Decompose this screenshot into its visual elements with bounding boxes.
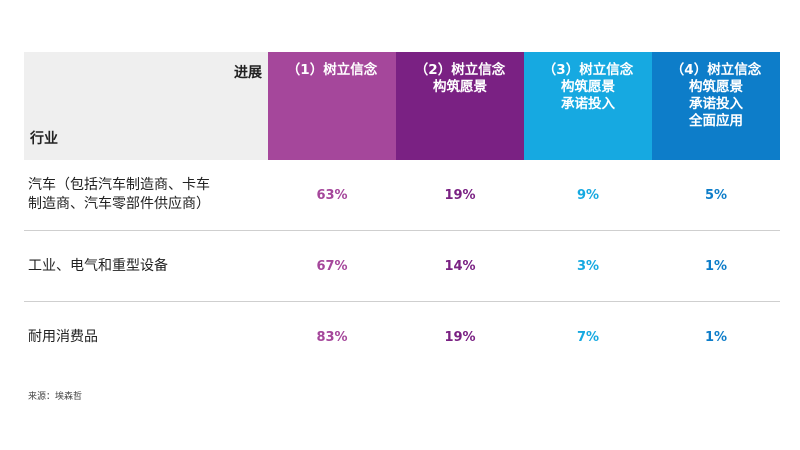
progress-table: 进展 行业 （1）树立信念 （2）树立信念 构筑愿景 （3）树立信念 构筑愿景 …: [24, 52, 780, 373]
table-header: 进展 行业 （1）树立信念 （2）树立信念 构筑愿景 （3）树立信念 构筑愿景 …: [24, 52, 780, 160]
row-label: 汽车（包括汽车制造商、卡车 制造商、汽车零部件供应商）: [28, 177, 210, 212]
industry-axis-label: 行业: [30, 131, 58, 147]
row-label: 耐用消费品: [28, 329, 98, 345]
value-cell: 14%: [444, 258, 476, 274]
stage-header-1: （1）树立信念: [268, 52, 396, 160]
stage-header-4: （4）树立信念 构筑愿景 承诺投入 全面应用: [652, 52, 780, 160]
value-cell: 3%: [576, 258, 600, 274]
table-row-consumer-durables: 耐用消费品 83% 19% 7% 1%: [24, 302, 780, 373]
stage-header-3: （3）树立信念 构筑愿景 承诺投入: [524, 52, 652, 160]
value-cell: 19%: [444, 187, 476, 203]
value-cell: 1%: [704, 258, 728, 274]
value-cell: 63%: [316, 187, 348, 203]
value-cell: 83%: [316, 330, 348, 345]
value-cell: 19%: [444, 330, 476, 345]
stage-header-2: （2）树立信念 构筑愿景: [396, 52, 524, 160]
value-cell: 67%: [316, 258, 348, 274]
value-cell: 7%: [576, 330, 600, 345]
progress-axis-label: 进展: [234, 65, 262, 81]
value-cell: 5%: [704, 187, 728, 203]
table-row-automotive: 汽车（包括汽车制造商、卡车 制造商、汽车零部件供应商） 63% 19% 9% 5…: [24, 160, 780, 231]
corner-header-cell: 进展 行业: [24, 52, 268, 160]
value-cell: 1%: [704, 330, 728, 345]
source-note: 来源：埃森哲: [28, 392, 83, 402]
value-cell: 9%: [576, 187, 600, 203]
table-row-industrial: 工业、电气和重型设备 67% 14% 3% 1%: [24, 231, 780, 302]
row-label: 工业、电气和重型设备: [28, 257, 168, 274]
